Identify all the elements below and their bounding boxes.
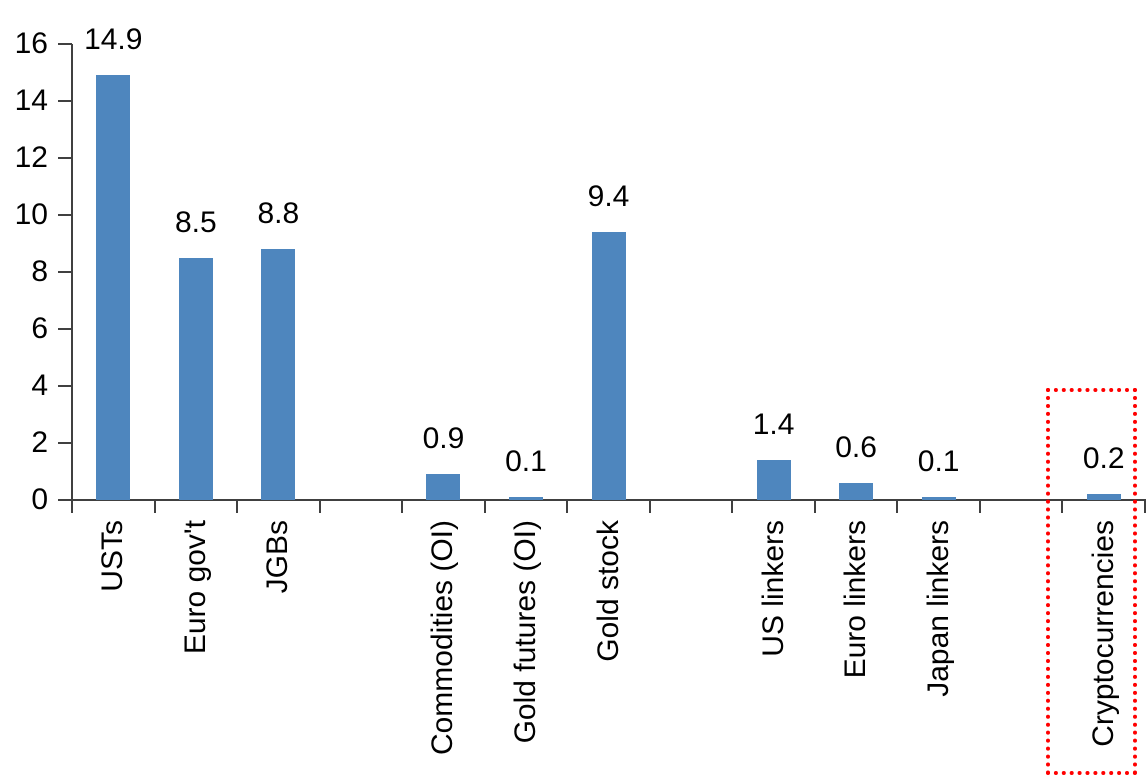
x-axis-tick	[1061, 500, 1064, 513]
x-axis-tick	[236, 500, 239, 513]
y-axis-tick-label: 4	[31, 369, 48, 402]
x-axis-tick	[153, 500, 156, 513]
bar-value-label: 0.1	[917, 445, 960, 479]
bar-gold-futures-oi	[508, 497, 543, 500]
x-axis-category-label: Euro gov't	[178, 520, 212, 655]
y-axis-tick	[58, 43, 72, 45]
y-axis-tick-label: 8	[31, 255, 48, 288]
x-axis-category-label: Gold futures (OI)	[508, 520, 542, 744]
bar-value-label: 14.9	[84, 23, 143, 57]
bar-value-label: 0.2	[1082, 442, 1125, 476]
y-axis-tick	[58, 271, 72, 273]
y-axis-tick	[58, 214, 72, 216]
bar-value-label: 1.4	[752, 408, 795, 442]
y-axis-tick-label: 14	[14, 84, 48, 117]
y-axis-tick-label: 6	[31, 312, 48, 345]
bar-usts	[96, 75, 131, 500]
x-axis-category-label: JGBs	[261, 520, 295, 594]
x-axis-category-label: Japan linkers	[921, 520, 955, 697]
x-axis-tick	[566, 500, 569, 513]
y-axis-tick-label: 16	[14, 27, 48, 60]
x-axis-category-label: Commodities (OI)	[426, 520, 460, 756]
x-axis-tick	[401, 500, 404, 513]
y-axis-tick	[58, 157, 72, 159]
bar-value-label: 8.8	[257, 197, 300, 231]
x-axis-line	[71, 499, 1146, 501]
highlight-box	[1045, 388, 1137, 775]
y-axis-tick-label: 10	[14, 198, 48, 231]
bar-euro-linkers	[839, 483, 874, 500]
x-axis-tick	[731, 500, 734, 513]
bar-jgbs	[261, 249, 296, 500]
y-axis-tick-label: 12	[14, 141, 48, 174]
y-axis-tick-label: 2	[31, 426, 48, 459]
bar-gold-stock	[591, 232, 626, 500]
x-axis-category-label: US linkers	[756, 520, 790, 657]
x-axis-category-label: Euro linkers	[839, 520, 873, 679]
x-axis-category-label: USTs	[96, 520, 130, 592]
y-axis-tick	[58, 328, 72, 330]
bar-us-linkers	[756, 460, 791, 500]
y-axis-tick	[58, 100, 72, 102]
bar-value-label: 9.4	[587, 180, 630, 214]
bar-value-label: 0.6	[835, 430, 877, 464]
x-axis-tick	[648, 500, 651, 513]
x-axis-tick	[1144, 500, 1146, 513]
x-axis-tick	[896, 500, 899, 513]
y-axis-tick	[58, 442, 72, 444]
bar-euro-gov-t	[178, 258, 213, 500]
bar-value-label: 8.5	[174, 205, 217, 239]
bar-cryptocurrencies	[1086, 494, 1121, 500]
bar-commodities-oi	[426, 474, 461, 500]
y-axis-line	[71, 44, 73, 501]
x-axis-category-label: Gold stock	[591, 520, 625, 662]
x-axis-tick	[483, 500, 486, 513]
x-axis-tick	[318, 500, 321, 513]
y-axis-tick-label: 0	[31, 483, 48, 516]
bar-japan-linkers	[921, 497, 956, 500]
y-axis-tick	[58, 499, 72, 501]
x-axis-tick	[813, 500, 816, 513]
bar-value-label: 0.1	[505, 445, 547, 479]
x-axis-tick	[978, 500, 981, 513]
x-axis-tick	[71, 500, 73, 513]
y-axis-tick	[58, 385, 72, 387]
bar-value-label: 0.9	[422, 422, 465, 456]
